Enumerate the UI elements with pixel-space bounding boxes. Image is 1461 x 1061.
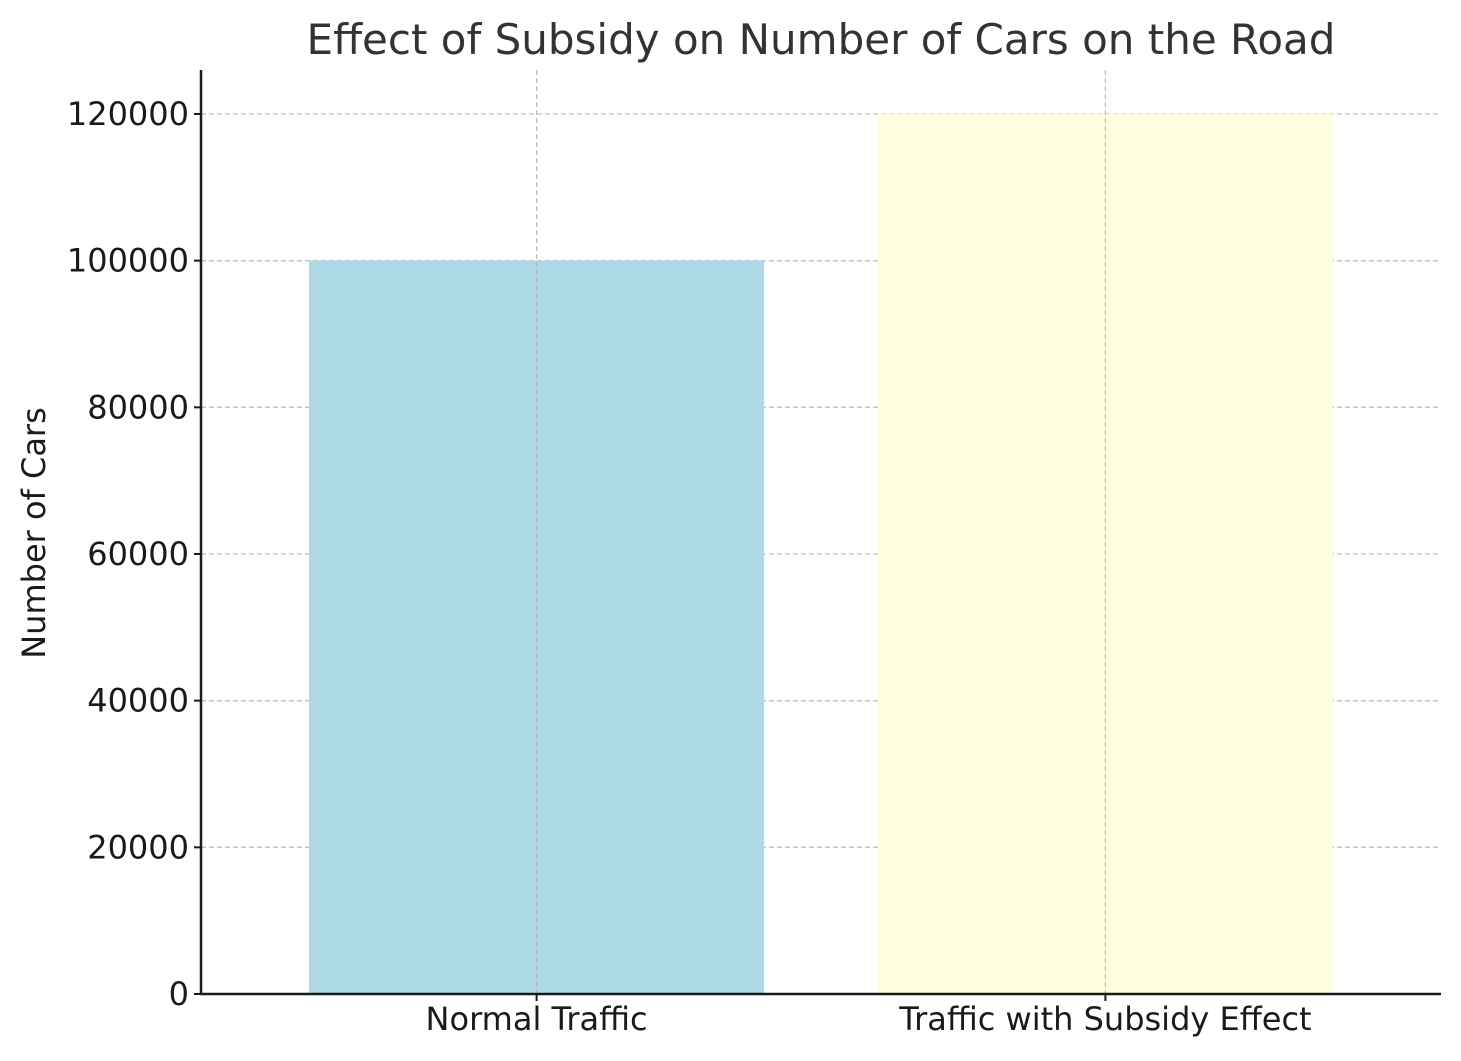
x-tick-label: Traffic with Subsidy Effect xyxy=(898,1000,1311,1038)
y-tick-label: 60000 xyxy=(87,535,189,573)
y-axis-label: Number of Cars xyxy=(15,407,53,659)
x-ticks: Normal Traffic Traffic with Subsidy Effec… xyxy=(426,994,1312,1038)
chart-title: Effect of Subsidy on Number of Cars on t… xyxy=(307,15,1336,64)
y-tick-label: 40000 xyxy=(87,682,189,720)
y-tick-label: 120000 xyxy=(67,95,189,133)
y-tick-label: 80000 xyxy=(87,388,189,426)
vertical-gridlines xyxy=(535,70,1107,994)
y-tick-label: 0 xyxy=(169,975,189,1013)
y-ticks: 0 20000 40000 60000 80000 100000 120000 xyxy=(67,95,201,1013)
x-tick-label: Normal Traffic xyxy=(426,1000,648,1038)
y-tick-label: 20000 xyxy=(87,828,189,866)
y-tick-label: 100000 xyxy=(67,242,189,280)
